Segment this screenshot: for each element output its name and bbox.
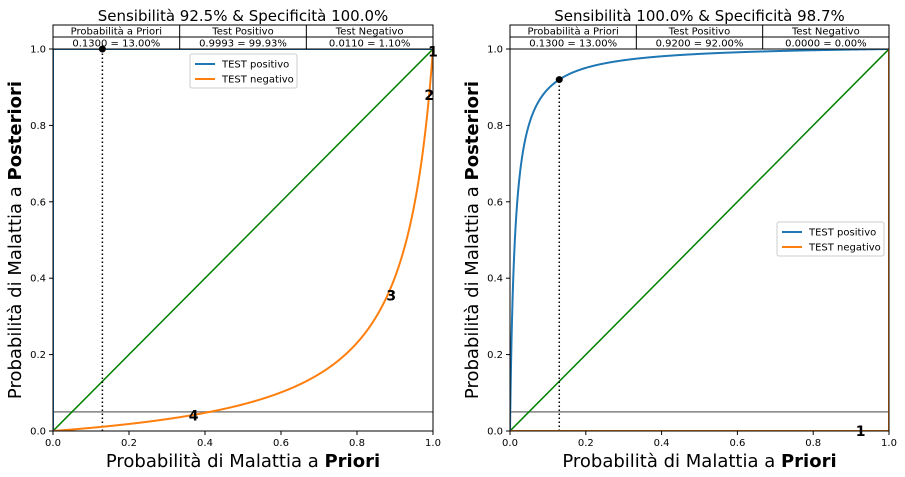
curve-marker-label: 2 [424, 88, 434, 104]
prior-point [555, 76, 563, 84]
y-tick-label: 0.6 [487, 197, 503, 208]
x-tick-label: 0.0 [502, 438, 518, 449]
y-tick-label: 0.2 [487, 350, 503, 361]
diagonal-line [510, 49, 889, 431]
chart-title: Sensibilità 92.5% & Specificità 100.0% [98, 7, 389, 25]
y-tick-label: 1.0 [30, 45, 46, 56]
legend-label: TEST positivo [221, 60, 289, 71]
stats-table-value: 0.0110 = 1.10% [329, 39, 411, 50]
axes-frame [52, 48, 434, 432]
y-axis-label-prefix: Probabilità di Malattia a [5, 180, 26, 399]
y-tick-label: 1.0 [487, 45, 503, 56]
x-axis-label-prefix: Probabilità di Malattia a [562, 451, 781, 472]
curve-marker-label: 3 [386, 288, 396, 304]
x-tick-label: 0.6 [729, 438, 745, 449]
legend-box [189, 53, 298, 89]
left-chart-panel: Sensibilità 92.5% & Specificità 100.0%Pr… [5, 7, 441, 472]
series-line-test-negativo [53, 49, 433, 431]
stats-table-value: 0.1300 = 13.00% [72, 39, 160, 50]
legend-label: TEST positivo [808, 228, 876, 239]
curve-marker-label: 1 [856, 424, 866, 440]
x-tick-label: 0.2 [578, 438, 594, 449]
stats-table-value: 0.9200 = 92.00% [656, 39, 744, 50]
x-tick-label: 1.0 [425, 438, 441, 449]
right-chart-panel: Sensibilità 100.0% & Specificità 98.7%Pr… [462, 7, 897, 472]
x-tick-label: 0.8 [349, 438, 365, 449]
y-axis-label: Probabilità di Malattia a Posteriori [462, 81, 483, 399]
legend-label: TEST negativo [808, 243, 881, 254]
stats-table-value: 0.1300 = 13.00% [529, 39, 617, 50]
y-tick-label: 0.6 [30, 197, 46, 208]
x-axis-label-bold: Priori [324, 451, 380, 472]
x-tick-label: 0.0 [45, 438, 61, 449]
stats-table-header: Test Negativo [791, 27, 860, 38]
diagonal-line [53, 49, 433, 431]
curve-marker-label: 4 [189, 409, 199, 425]
x-tick-label: 0.2 [121, 438, 137, 449]
x-tick-label: 0.4 [654, 438, 670, 449]
stats-table-header: Test Positivo [668, 27, 730, 38]
x-tick-label: 0.6 [273, 438, 289, 449]
y-tick-label: 0.4 [30, 274, 46, 285]
stats-table-value: 0.9993 = 99.93% [199, 39, 287, 50]
y-axis-label-bold: Posteriori [5, 81, 26, 181]
y-tick-label: 0.4 [487, 274, 503, 285]
chart-title: Sensibilità 100.0% & Specificità 98.7% [554, 7, 845, 25]
stats-table-value: 0.0000 = 0.00% [785, 39, 867, 50]
x-axis-label-prefix: Probabilità di Malattia a [106, 451, 325, 472]
y-axis-label-prefix: Probabilità di Malattia a [462, 180, 483, 399]
y-tick-label: 0.0 [30, 427, 46, 438]
stats-table-header: Test Positivo [211, 27, 273, 38]
x-axis-label-bold: Priori [781, 451, 837, 472]
y-tick-label: 0.8 [487, 121, 503, 132]
axes-frame [509, 48, 890, 432]
x-tick-label: 0.4 [197, 438, 213, 449]
legend-box [776, 221, 885, 257]
y-tick-label: 0.8 [30, 121, 46, 132]
x-axis-label: Probabilità di Malattia a Priori [562, 451, 836, 472]
plot-area [510, 49, 889, 431]
legend-label: TEST negativo [221, 75, 294, 86]
y-axis-label: Probabilità di Malattia a Posteriori [5, 81, 26, 399]
stats-table-header: Probabilità a Priori [528, 26, 619, 38]
stats-table-header: Probabilità a Priori [71, 26, 162, 38]
stats-table-header: Test Negativo [335, 27, 404, 38]
x-tick-label: 0.8 [805, 438, 821, 449]
plot-area [53, 49, 433, 431]
y-axis-label-bold: Posteriori [462, 81, 483, 181]
y-tick-label: 0.0 [487, 427, 503, 438]
x-tick-label: 1.0 [881, 438, 897, 449]
x-axis-label: Probabilità di Malattia a Priori [106, 451, 380, 472]
y-tick-label: 0.2 [30, 350, 46, 361]
